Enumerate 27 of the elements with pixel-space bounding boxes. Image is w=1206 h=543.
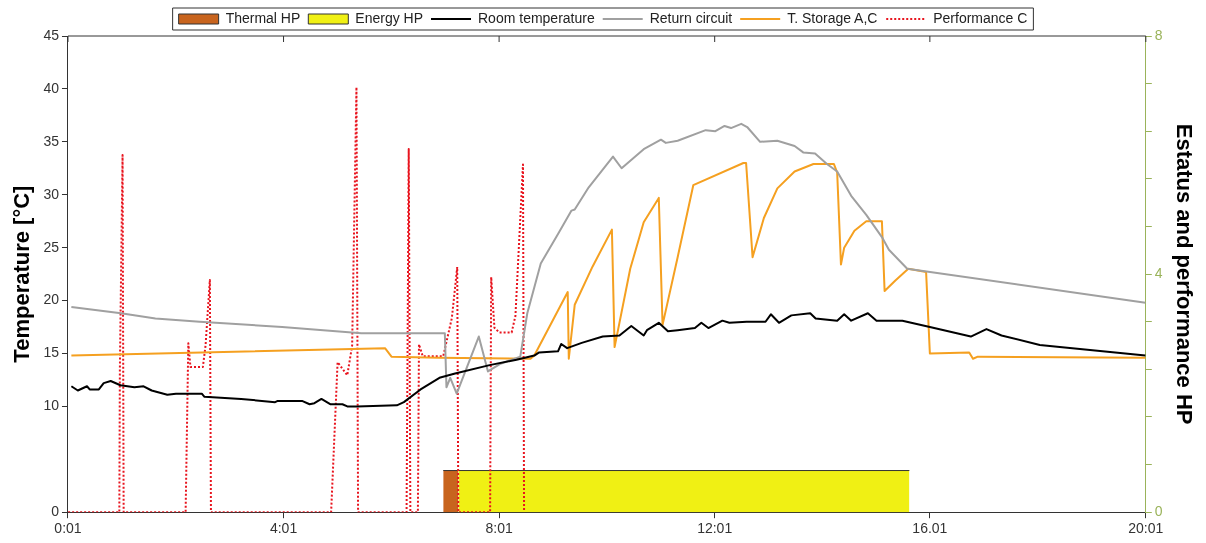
legend-label: Room temperature <box>478 9 595 26</box>
legend-label: Performance C <box>933 9 1028 26</box>
legend-label: Energy HP <box>355 9 424 26</box>
y-axis-title: Temperature [°C] <box>9 185 35 363</box>
y-tick-label: 30 <box>43 185 60 202</box>
legend-label: Thermal HP <box>225 9 301 26</box>
x-tick-label: 4:01 <box>269 520 298 537</box>
y-tick-label: 10 <box>43 397 60 414</box>
y2-axis-title: Estatus and performance HP <box>1171 123 1197 425</box>
y-tick-label: 25 <box>43 238 60 255</box>
y-tick-label: 45 <box>43 26 60 43</box>
y-tick-label: 40 <box>43 79 60 96</box>
legend-label: Return circuit <box>649 9 733 26</box>
x-tick-label: 12:01 <box>697 520 733 537</box>
y-tick-label: 15 <box>43 344 60 361</box>
x-tick-label: 16.01 <box>912 520 948 537</box>
y-tick-label: 0 <box>51 503 60 520</box>
x-tick-label: 8:01 <box>485 520 513 537</box>
y2-tick-label: 0 <box>1154 503 1163 520</box>
x-tick-label: 20:01 <box>1128 520 1164 537</box>
y2-tick-label: 4 <box>1154 264 1163 281</box>
x-tick-label: 0:01 <box>54 520 82 537</box>
legend-label: T. Storage A,C <box>787 9 878 26</box>
y-tick-label: 35 <box>43 132 60 149</box>
line-series <box>67 86 526 513</box>
y-tick-label: 20 <box>43 291 60 308</box>
y2-tick-label: 8 <box>1154 26 1163 43</box>
